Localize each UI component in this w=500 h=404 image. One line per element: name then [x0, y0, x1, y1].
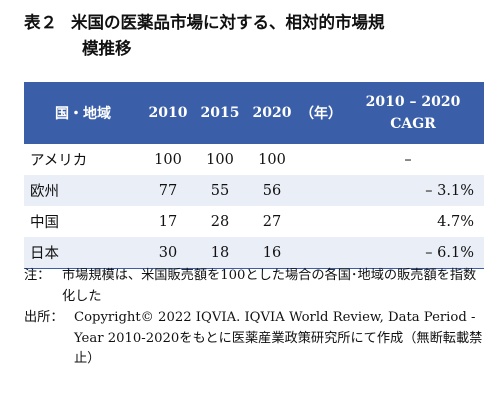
region-cell: 欧州 [24, 175, 142, 206]
value-2010-cell: 77 [142, 175, 194, 206]
value-2015-cell: 100 [206, 151, 234, 168]
header-year-2015: 2015 [194, 82, 246, 144]
header-cagr-label: CAGR [390, 116, 436, 132]
unit-spacer-cell [298, 237, 342, 269]
note-label: 注： [24, 268, 51, 283]
value-2020-cell: 100 [258, 151, 286, 168]
value-2020-cell: 16 [246, 237, 298, 269]
header-row: 国・地域 2010 2015 2020 （年） 2010 – 2020 CAGR [24, 82, 484, 144]
table-title-line2: 模推移 [82, 39, 132, 58]
note-text: 市場規模は、米国販売額を100とした場合の各国･地域の販売額を指数化した [62, 268, 477, 304]
table-body: アメリカ 100 100 100 – 欧州 77 55 56 – 3.1% 中国… [24, 144, 484, 269]
region-cell: 中国 [30, 215, 59, 231]
value-2015-cell: 55 [194, 175, 246, 206]
table-row: 中国 17 28 27 4.7% [24, 206, 484, 237]
value-2020-cell: 56 [246, 175, 298, 206]
table-title-line1: 米国の医薬品市場に対する、相対的市場規 [71, 13, 385, 32]
header-cagr-period: 2010 – 2020 [365, 94, 461, 110]
region-cell: 日本 [24, 237, 142, 269]
table-number: 表２ [24, 13, 57, 32]
value-2010-cell: 30 [142, 237, 194, 269]
unit-spacer-cell [298, 175, 342, 206]
note: 注： 市場規模は、米国販売額を100とした場合の各国･地域の販売額を指数化した [24, 266, 484, 307]
cagr-cell: – 6.1% [342, 237, 484, 269]
table-notes: 注： 市場規模は、米国販売額を100とした場合の各国･地域の販売額を指数化した … [24, 266, 484, 370]
value-2015-cell: 28 [210, 213, 230, 230]
table-row: 欧州 77 55 56 – 3.1% [24, 175, 484, 206]
unit-spacer-cell [298, 206, 342, 237]
market-size-table: 国・地域 2010 2015 2020 （年） 2010 – 2020 CAGR… [24, 82, 484, 269]
cagr-cell: – 3.1% [342, 175, 484, 206]
cagr-cell: 4.7% [437, 213, 474, 230]
cagr-cell: – [404, 151, 412, 168]
source-label: 出所： [24, 310, 64, 325]
source-note: 出所： Copyright© 2022 IQVIA. IQVIA World R… [24, 308, 484, 370]
header-cagr: 2010 – 2020 CAGR [342, 82, 484, 144]
table-row: アメリカ 100 100 100 – [24, 144, 484, 175]
unit-spacer-cell [298, 144, 342, 175]
value-2020-cell: 27 [262, 213, 282, 230]
header-year-2010: 2010 [142, 82, 194, 144]
table-title: 表２ 米国の医薬品市場に対する、相対的市場規 模推移 [24, 10, 484, 62]
table-row: 日本 30 18 16 – 6.1% [24, 237, 484, 269]
value-2015-cell: 18 [194, 237, 246, 269]
value-2010-cell: 17 [158, 213, 178, 230]
value-2010-cell: 100 [154, 151, 182, 168]
region-cell: アメリカ [30, 153, 88, 169]
header-region: 国・地域 [24, 82, 142, 144]
header-unit: （年） [298, 82, 342, 144]
source-text: Copyright© 2022 IQVIA. IQVIA World Revie… [74, 310, 483, 366]
table-header: 国・地域 2010 2015 2020 （年） 2010 – 2020 CAGR [24, 82, 484, 144]
header-year-2020: 2020 [246, 82, 298, 144]
